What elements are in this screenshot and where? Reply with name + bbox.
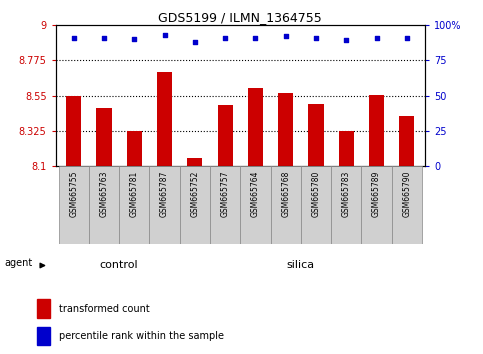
Text: GSM665783: GSM665783 bbox=[342, 170, 351, 217]
Bar bbox=[399, 116, 414, 166]
Text: GSM665757: GSM665757 bbox=[221, 170, 229, 217]
Point bbox=[161, 32, 169, 38]
Text: GSM665752: GSM665752 bbox=[190, 170, 199, 217]
Text: control: control bbox=[100, 261, 139, 270]
Bar bbox=[66, 96, 81, 166]
Point bbox=[342, 38, 350, 43]
Bar bbox=[392, 166, 422, 244]
Text: GSM665755: GSM665755 bbox=[69, 170, 78, 217]
Point bbox=[403, 35, 411, 40]
Text: GSM665790: GSM665790 bbox=[402, 170, 412, 217]
Text: GSM665789: GSM665789 bbox=[372, 170, 381, 217]
Text: percentile rank within the sample: percentile rank within the sample bbox=[59, 331, 224, 341]
Bar bbox=[331, 166, 361, 244]
Point bbox=[100, 35, 108, 40]
Bar bbox=[58, 166, 89, 244]
Bar bbox=[210, 166, 241, 244]
Text: GSM665781: GSM665781 bbox=[130, 170, 139, 217]
Text: GSM665787: GSM665787 bbox=[160, 170, 169, 217]
Bar bbox=[217, 105, 233, 166]
Bar bbox=[248, 88, 263, 166]
Bar bbox=[270, 166, 301, 244]
Bar bbox=[241, 166, 270, 244]
Title: GDS5199 / ILMN_1364755: GDS5199 / ILMN_1364755 bbox=[158, 11, 322, 24]
Text: GSM665780: GSM665780 bbox=[312, 170, 321, 217]
Text: GSM665763: GSM665763 bbox=[99, 170, 109, 217]
Point bbox=[252, 35, 259, 40]
Bar bbox=[339, 131, 354, 166]
Bar bbox=[89, 166, 119, 244]
Bar bbox=[37, 299, 50, 318]
Point bbox=[191, 39, 199, 45]
Bar bbox=[149, 166, 180, 244]
Bar bbox=[127, 131, 142, 166]
Bar bbox=[278, 93, 293, 166]
Text: GSM665768: GSM665768 bbox=[281, 170, 290, 217]
Bar bbox=[119, 166, 149, 244]
Point bbox=[312, 35, 320, 40]
Bar bbox=[309, 104, 324, 166]
Bar bbox=[187, 158, 202, 166]
Bar bbox=[361, 166, 392, 244]
Point bbox=[70, 35, 78, 40]
Point bbox=[373, 35, 381, 40]
Text: GSM665764: GSM665764 bbox=[251, 170, 260, 217]
Text: silica: silica bbox=[287, 261, 315, 270]
Bar bbox=[37, 327, 50, 345]
Bar bbox=[369, 95, 384, 166]
Text: transformed count: transformed count bbox=[59, 303, 150, 314]
Bar bbox=[97, 108, 112, 166]
Bar bbox=[157, 72, 172, 166]
Bar bbox=[301, 166, 331, 244]
Bar bbox=[180, 166, 210, 244]
Point bbox=[221, 35, 229, 40]
Text: agent: agent bbox=[4, 258, 33, 268]
Point bbox=[282, 33, 290, 39]
Point bbox=[130, 36, 138, 42]
